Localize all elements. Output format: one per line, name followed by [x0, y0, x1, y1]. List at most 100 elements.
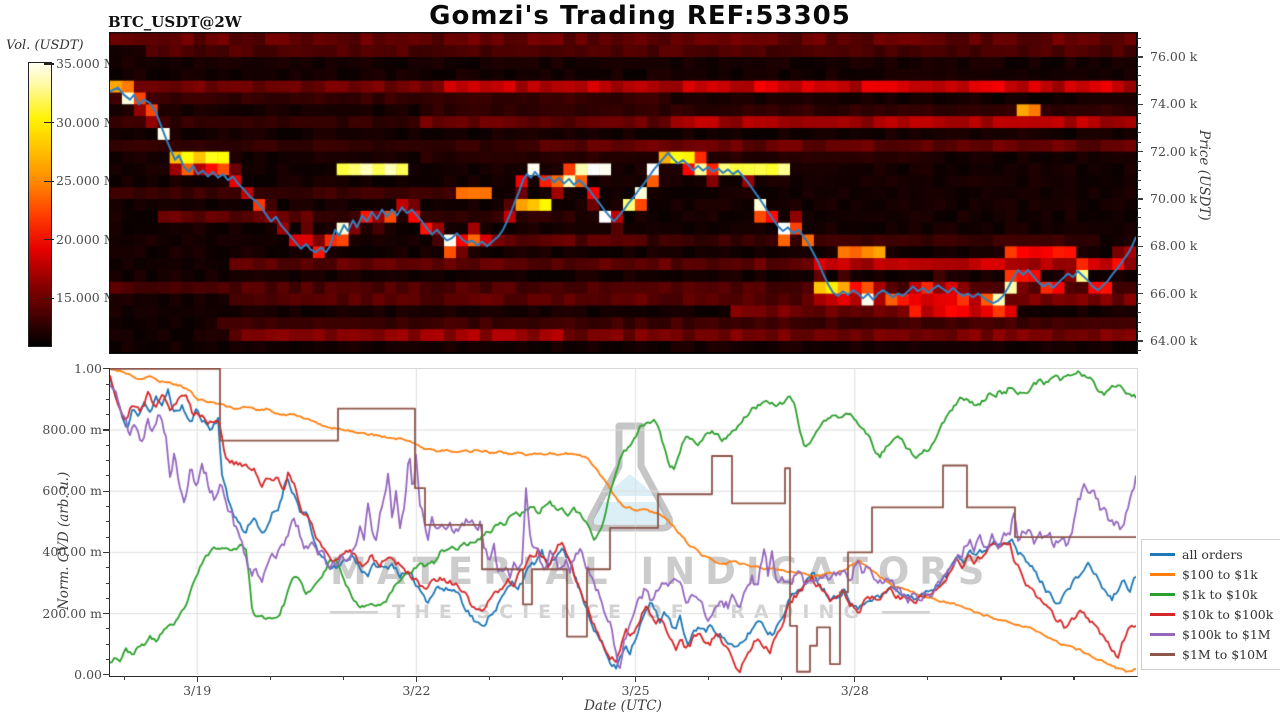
- cvd-minor-tick: [106, 475, 110, 477]
- price-minor-tick: [1137, 264, 1141, 266]
- cvd-minor-tick: [106, 567, 110, 569]
- date-minor-tick: [927, 676, 929, 680]
- price-minor-tick: [1137, 274, 1141, 276]
- price-minor-tick: [1137, 132, 1141, 134]
- date-tick-label: 3/22: [402, 683, 431, 698]
- date-minor-tick: [123, 676, 125, 680]
- legend-line-swatch: [1150, 633, 1175, 636]
- cvd-minor-tick: [106, 536, 110, 538]
- page-title: Gomzi's Trading REF:53305: [429, 1, 851, 31]
- cvd-minor-tick: [106, 444, 110, 446]
- date-tick: [634, 676, 637, 682]
- legend-line-swatch: [1150, 593, 1175, 596]
- price-minor-tick: [1137, 122, 1141, 124]
- legend-item: $1M to $10M: [1150, 647, 1278, 662]
- cvd-tick: [103, 429, 110, 431]
- price-minor-tick: [1137, 255, 1141, 257]
- price-minor-tick: [1137, 160, 1141, 162]
- legend-line-swatch: [1150, 573, 1175, 576]
- legend-item: all orders: [1150, 547, 1278, 562]
- legend-item: $1k to $10k: [1150, 587, 1278, 602]
- cvd-tick-label: 400.00 m: [42, 544, 102, 560]
- date-tick: [196, 676, 198, 682]
- volume-colorbar: [28, 62, 52, 347]
- price-minor-tick: [1137, 47, 1141, 49]
- price-minor-tick: [1137, 312, 1141, 314]
- legend-item-label: $1M to $10M: [1182, 647, 1268, 662]
- colorbar-tick-label: 35.000 M: [56, 56, 117, 71]
- colorbar-title: Vol. (USDT): [6, 38, 84, 53]
- price-tick: [1137, 151, 1143, 153]
- price-minor-tick: [1137, 170, 1141, 172]
- colorbar-tick: [44, 180, 54, 182]
- date-tick: [854, 676, 856, 682]
- legend-item-label: $1k to $10k: [1182, 587, 1258, 602]
- cvd-minor-tick: [106, 460, 110, 462]
- price-tick-label: 72.00 k: [1150, 143, 1198, 159]
- legend-item-label: $100 to $1k: [1182, 567, 1258, 582]
- legend-item-label: $10k to $100k: [1182, 607, 1274, 622]
- legend-line-swatch: [1150, 653, 1175, 656]
- cvd-minor-tick: [106, 398, 110, 400]
- price-minor-tick: [1137, 75, 1141, 77]
- colorbar-tick-label: 25.000 M: [56, 173, 117, 189]
- cvd-minor-tick: [106, 628, 110, 630]
- colorbar-tick: [44, 297, 54, 299]
- price-tick: [1137, 245, 1143, 247]
- cvd-tick: [103, 613, 110, 615]
- legend: all orders $100 to $1k $1k to $10k $10k to …: [1141, 539, 1280, 670]
- cvd-chart-canvas: [110, 368, 1136, 676]
- price-minor-tick: [1137, 302, 1141, 304]
- price-tick-label: 76.00 k: [1150, 49, 1198, 64]
- legend-line-swatch: [1150, 553, 1175, 556]
- price-tick-label: 74.00 k: [1150, 96, 1198, 112]
- legend-item-label: $100k to $1M: [1182, 627, 1271, 642]
- date-minor-tick: [1073, 676, 1075, 680]
- price-tick: [1137, 103, 1143, 105]
- date-minor-tick: [488, 676, 491, 680]
- colorbar-tick-label: 30.000 M: [56, 114, 117, 130]
- cvd-tick-label: 0.00: [74, 666, 102, 682]
- price-minor-tick: [1137, 189, 1141, 191]
- date-minor-tick: [342, 676, 344, 680]
- cvd-minor-tick: [106, 521, 110, 523]
- legend-item: $100k to $1M: [1150, 627, 1278, 642]
- price-minor-tick: [1137, 94, 1141, 96]
- cvd-minor-tick: [106, 597, 110, 599]
- cvd-tick-label: 200.00 m: [42, 605, 102, 621]
- cvd-tick-label: 1.00: [74, 360, 102, 376]
- colorbar-tick-label: 20.000 M: [56, 231, 117, 247]
- cvd-tick: [103, 490, 110, 492]
- price-tick-label: 70.00 k: [1150, 190, 1198, 206]
- colorbar-tick-label: 15.000 M: [56, 290, 117, 306]
- symbol-label: BTC_USDT@2W: [108, 13, 242, 31]
- date-tick-label: 3/19: [183, 683, 212, 698]
- price-minor-tick: [1137, 226, 1141, 228]
- price-minor-tick: [1137, 217, 1141, 219]
- cvd-tick-label: 600.00 m: [42, 483, 102, 499]
- cvd-axis-title: Norm. CVD (arb. u.): [56, 471, 72, 610]
- price-minor-tick: [1137, 283, 1141, 285]
- cvd-minor-tick: [106, 414, 110, 416]
- date-tick-label: 3/28: [840, 683, 869, 698]
- cvd-minor-tick: [106, 659, 110, 660]
- cvd-minor-tick: [106, 383, 110, 385]
- price-minor-tick: [1137, 321, 1141, 323]
- price-tick: [1137, 56, 1143, 58]
- legend-line-swatch: [1150, 613, 1175, 616]
- price-minor-tick: [1137, 113, 1141, 115]
- price-minor-tick: [1137, 349, 1141, 351]
- price-tick: [1137, 198, 1143, 200]
- price-tick: [1137, 340, 1143, 342]
- legend-item: $100 to $1k: [1150, 567, 1278, 582]
- cvd-tick: [103, 368, 110, 370]
- price-tick-label: 64.00 k: [1150, 332, 1198, 348]
- price-minor-tick: [1137, 65, 1141, 67]
- date-tick: [415, 676, 417, 682]
- price-minor-tick: [1137, 141, 1141, 143]
- price-minor-tick: [1137, 236, 1141, 238]
- cvd-tick: [103, 551, 110, 553]
- cvd-tick-label: 800.00 m: [42, 422, 102, 437]
- cvd-tick: [103, 674, 110, 676]
- date-minor-tick: [269, 676, 271, 680]
